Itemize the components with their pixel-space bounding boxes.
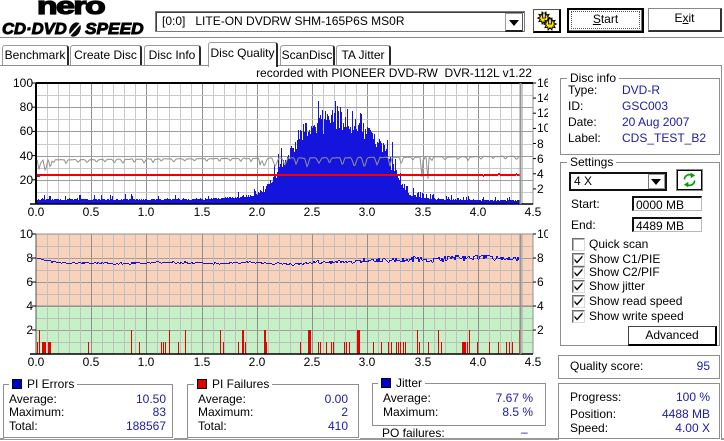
svg-text:0.5: 0.5: [83, 355, 100, 369]
svg-text:8: 8: [26, 251, 33, 265]
svg-text:4: 4: [537, 167, 544, 181]
svg-text:2: 2: [537, 182, 544, 196]
svg-text:100: 100: [13, 76, 33, 90]
svg-text:4.5: 4.5: [525, 355, 542, 369]
svg-text:2.0: 2.0: [249, 355, 266, 369]
svg-text:4: 4: [537, 299, 544, 313]
svg-text:2: 2: [537, 323, 544, 337]
svg-text:0.0: 0.0: [28, 355, 45, 369]
svg-text:4.0: 4.0: [470, 355, 487, 369]
svg-text:14: 14: [537, 91, 548, 105]
svg-text:0.5: 0.5: [83, 205, 100, 219]
svg-text:3.5: 3.5: [415, 205, 432, 219]
svg-text:6: 6: [537, 152, 544, 166]
svg-text:6: 6: [537, 275, 544, 289]
svg-text:60: 60: [20, 124, 34, 138]
svg-text:16: 16: [537, 76, 548, 90]
svg-text:recorded with PIONEER DVD-RW: recorded with PIONEER DVD-RW DVR-112L v1…: [256, 66, 532, 80]
svg-text:20: 20: [20, 173, 34, 187]
svg-text:8: 8: [537, 137, 544, 151]
svg-text:4.0: 4.0: [470, 205, 487, 219]
svg-text:10: 10: [537, 227, 548, 241]
svg-text:1.5: 1.5: [194, 205, 211, 219]
svg-text:3.5: 3.5: [415, 355, 432, 369]
svg-text:10: 10: [537, 121, 548, 135]
svg-text:2.5: 2.5: [304, 205, 321, 219]
svg-text:40: 40: [20, 149, 34, 163]
svg-text:3.0: 3.0: [359, 355, 376, 369]
svg-text:3.0: 3.0: [359, 205, 376, 219]
svg-text:80: 80: [20, 100, 34, 114]
svg-text:1.5: 1.5: [194, 355, 211, 369]
svg-text:10: 10: [20, 227, 34, 241]
svg-text:4: 4: [26, 299, 33, 313]
svg-text:4.5: 4.5: [525, 205, 542, 219]
svg-text:2.5: 2.5: [304, 355, 321, 369]
svg-text:2.0: 2.0: [249, 205, 266, 219]
svg-text:1.0: 1.0: [138, 205, 155, 219]
svg-text:6: 6: [26, 275, 33, 289]
svg-text:12: 12: [537, 106, 548, 120]
svg-text:8: 8: [537, 251, 544, 265]
svg-text:0.0: 0.0: [28, 205, 45, 219]
svg-text:2: 2: [26, 323, 33, 337]
svg-text:1.0: 1.0: [138, 355, 155, 369]
